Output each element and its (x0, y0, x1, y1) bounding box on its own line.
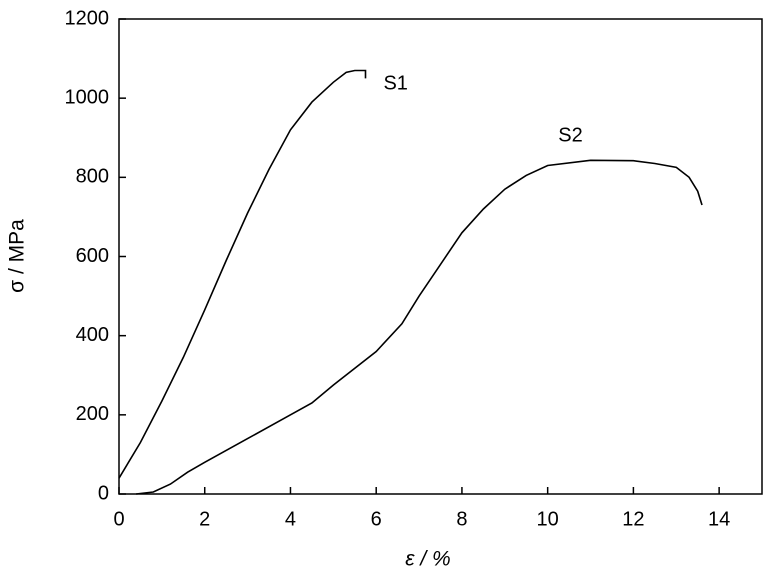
x-tick-label: 8 (456, 508, 467, 530)
x-tick-label: 14 (708, 508, 730, 530)
y-tick-label: 1000 (65, 86, 110, 108)
x-tick-label: 12 (622, 508, 644, 530)
y-tick-label: 0 (98, 482, 109, 504)
series-label: S1 (383, 73, 407, 95)
series-label: S2 (558, 125, 582, 147)
x-tick-label: 10 (537, 508, 559, 530)
y-tick-label: 800 (76, 166, 109, 188)
y-tick-label: 600 (76, 245, 109, 267)
x-tick-label: 0 (113, 508, 124, 530)
x-tick-label: 6 (371, 508, 382, 530)
x-tick-label: 2 (199, 508, 210, 530)
series-line (118, 69, 367, 479)
y-tick-label: 400 (76, 324, 109, 346)
plot-frame (118, 18, 763, 495)
y-tick-label: 1200 (65, 7, 110, 29)
series-line (136, 159, 703, 495)
y-tick-label: 200 (76, 403, 109, 425)
x-axis-title: ε / % (405, 548, 450, 571)
y-axis-title: σ / MPa (6, 219, 29, 293)
x-tick-label: 4 (285, 508, 296, 530)
